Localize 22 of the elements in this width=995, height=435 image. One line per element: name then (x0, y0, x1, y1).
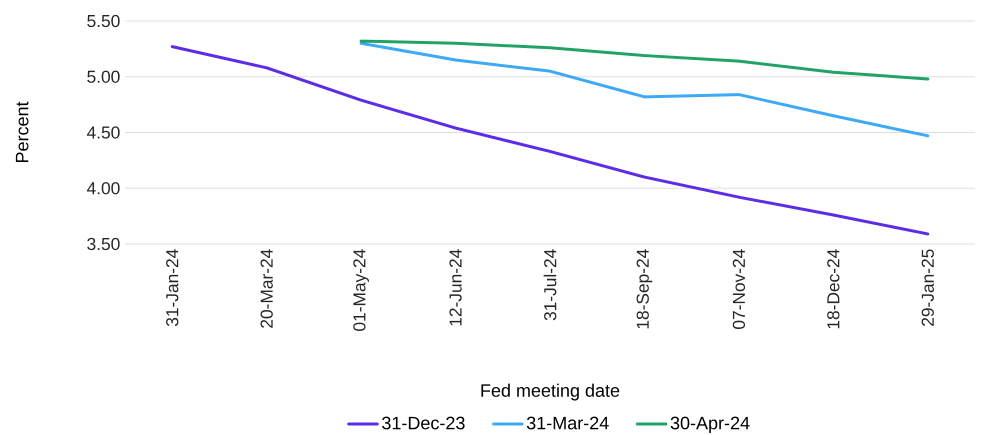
x-tick-label: 20-Mar-24 (260, 249, 273, 328)
y-axis-title: Percent (16, 102, 28, 162)
line-series (360, 40, 930, 80)
y-tick-label: 4.50 (86, 126, 120, 139)
line-series (360, 42, 930, 138)
x-tick-label: 31-Jan-24 (166, 249, 178, 326)
legend-label: 30-Apr-24 (670, 416, 750, 433)
x-tick-label: 18-Dec-24 (827, 249, 840, 328)
x-tick-label: 29-Jan-25 (922, 249, 934, 326)
y-tick-label: 5.00 (87, 70, 120, 83)
x-tick-label: 12-Jun-24 (449, 249, 462, 326)
x-tick-label: 01-May-24 (353, 249, 369, 331)
y-tick-label: 4.00 (86, 182, 120, 194)
y-tick-label: 5.50 (87, 14, 120, 28)
x-tick-label: 31-Jul-24 (544, 249, 556, 320)
legend-label: 31-Dec-23 (382, 416, 465, 430)
y-tick-label: 3.50 (87, 238, 120, 250)
legend-label: 31-Mar-24 (526, 416, 609, 430)
line-series (170, 45, 930, 236)
x-tick-label: 07-Nov-24 (732, 249, 746, 329)
x-axis-title: Fed meeting date (481, 384, 620, 400)
x-tick-label: 18-Sep-24 (636, 249, 652, 328)
